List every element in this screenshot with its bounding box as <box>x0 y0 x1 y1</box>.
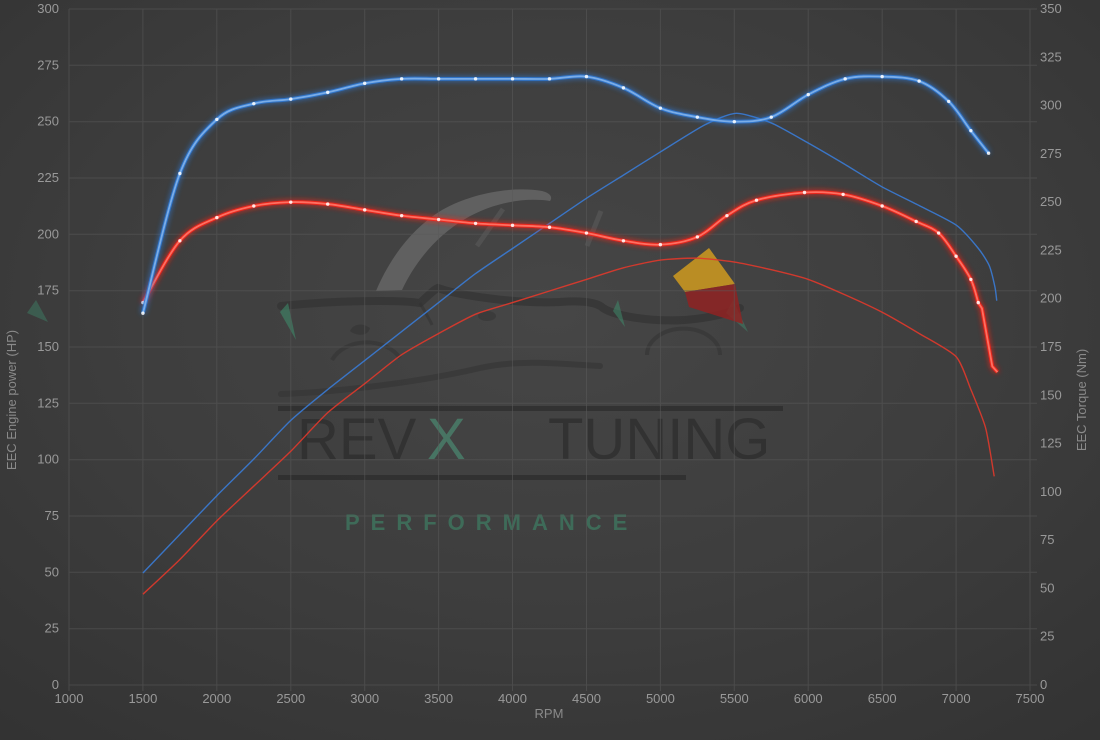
svg-text:1000: 1000 <box>55 691 84 706</box>
svg-text:X: X <box>427 407 466 472</box>
svg-text:225: 225 <box>37 170 59 185</box>
svg-text:100: 100 <box>1040 484 1062 499</box>
svg-text:7500: 7500 <box>1016 691 1045 706</box>
svg-text:EEC Torque (Nm): EEC Torque (Nm) <box>1074 349 1089 451</box>
svg-text:250: 250 <box>37 114 59 129</box>
svg-text:7000: 7000 <box>942 691 971 706</box>
svg-text:300: 300 <box>37 1 59 16</box>
svg-text:275: 275 <box>1040 146 1062 161</box>
svg-text:200: 200 <box>37 226 59 241</box>
svg-text:TUNING: TUNING <box>548 407 770 472</box>
svg-text:100: 100 <box>37 452 59 467</box>
svg-text:2000: 2000 <box>202 691 231 706</box>
svg-text:0: 0 <box>52 677 59 692</box>
svg-text:50: 50 <box>45 564 59 579</box>
svg-text:200: 200 <box>1040 291 1062 306</box>
svg-text:3000: 3000 <box>350 691 379 706</box>
svg-text:2500: 2500 <box>276 691 305 706</box>
svg-text:325: 325 <box>1040 49 1062 64</box>
svg-text:250: 250 <box>1040 194 1062 209</box>
svg-text:PERFORMANCE: PERFORMANCE <box>345 510 638 535</box>
svg-text:75: 75 <box>1040 532 1054 547</box>
svg-text:275: 275 <box>37 57 59 72</box>
svg-text:125: 125 <box>37 395 59 410</box>
svg-text:4000: 4000 <box>498 691 527 706</box>
svg-text:3500: 3500 <box>424 691 453 706</box>
svg-text:300: 300 <box>1040 98 1062 113</box>
svg-text:175: 175 <box>1040 339 1062 354</box>
svg-text:5000: 5000 <box>646 691 675 706</box>
svg-text:350: 350 <box>1040 1 1062 16</box>
svg-text:6500: 6500 <box>868 691 897 706</box>
svg-text:4500: 4500 <box>572 691 601 706</box>
svg-text:225: 225 <box>1040 242 1062 257</box>
svg-text:25: 25 <box>1040 629 1054 644</box>
svg-text:175: 175 <box>37 283 59 298</box>
svg-text:EEC Engine power (HP): EEC Engine power (HP) <box>4 330 19 470</box>
svg-text:150: 150 <box>1040 387 1062 402</box>
svg-text:0: 0 <box>1040 677 1047 692</box>
svg-text:50: 50 <box>1040 580 1054 595</box>
svg-text:75: 75 <box>45 508 59 523</box>
svg-text:5500: 5500 <box>720 691 749 706</box>
svg-text:125: 125 <box>1040 436 1062 451</box>
svg-text:REV: REV <box>297 407 417 472</box>
svg-text:150: 150 <box>37 339 59 354</box>
svg-text:1500: 1500 <box>128 691 157 706</box>
svg-text:RPM: RPM <box>535 706 564 721</box>
svg-text:25: 25 <box>45 621 59 636</box>
svg-text:6000: 6000 <box>794 691 823 706</box>
